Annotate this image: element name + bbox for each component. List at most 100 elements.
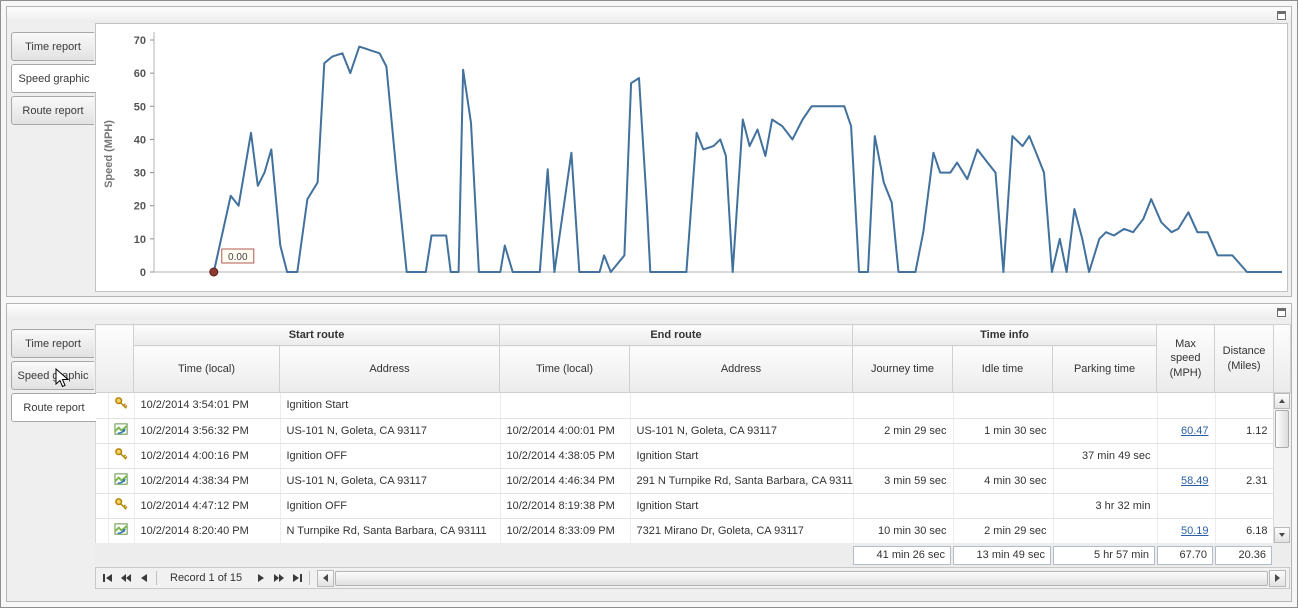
cell: 58.49 — [1157, 468, 1216, 494]
cell: 60.47 — [1157, 418, 1216, 444]
tab-time-report[interactable]: Time report — [11, 32, 94, 61]
tab-speed-graphic[interactable]: Speed graphic — [11, 64, 96, 93]
next-record-button[interactable] — [252, 570, 270, 586]
cell: 3 min 59 sec — [853, 468, 954, 494]
tab-route-report[interactable]: Route report — [11, 393, 96, 422]
column-header-max-speed[interactable]: Max speed (MPH) — [1156, 324, 1216, 393]
row-indicator — [96, 493, 109, 519]
route-map-icon — [113, 472, 128, 485]
cell: Ignition Start — [280, 393, 501, 419]
summary-row: 41 min 26 sec 13 min 49 sec 5 hr 57 min … — [95, 543, 1274, 567]
row-indicator — [96, 418, 109, 444]
max-speed-link[interactable]: 60.47 — [1180, 424, 1209, 437]
scroll-right-button[interactable] — [1269, 569, 1286, 587]
column-header-idle-time[interactable]: Idle time — [952, 345, 1053, 393]
cell: 41 min 26 sec — [852, 543, 953, 567]
column-header-end-time[interactable]: Time (local) — [499, 345, 630, 393]
cell — [108, 393, 135, 419]
cell: 10/2/2014 3:54:01 PM — [134, 393, 281, 419]
arrow-right-icon — [1275, 574, 1280, 582]
grid-body: 10/2/2014 3:54:01 PM Ignition Start — [96, 393, 1273, 543]
y-tick-label: 40 — [134, 134, 146, 146]
scroll-track[interactable] — [334, 569, 1269, 587]
scroll-thumb[interactable] — [1275, 410, 1289, 448]
tab-route-report[interactable]: Route report — [11, 96, 94, 125]
cell: 10/2/2014 4:38:34 PM — [134, 468, 281, 494]
key-icon — [114, 447, 127, 460]
tab-speed-graphic[interactable]: Speed graphic — [11, 361, 94, 390]
cell — [953, 493, 1054, 519]
y-tick-label: 20 — [134, 201, 146, 213]
y-tick-label: 10 — [134, 234, 146, 246]
speed-graphic-panel: Time report Speed graphic Route report S… — [6, 6, 1292, 297]
cell — [853, 443, 954, 469]
table-row[interactable]: 10/2/2014 3:56:32 PM US-101 N, Goleta, C… — [96, 418, 1273, 444]
table-row[interactable]: 10/2/2014 4:38:34 PM US-101 N, Goleta, C… — [96, 468, 1273, 494]
column-header-parking-time[interactable]: Parking time — [1051, 345, 1158, 393]
panel-maximize-icon[interactable] — [1277, 10, 1286, 20]
previous-record-button[interactable] — [135, 570, 153, 586]
cell — [853, 493, 954, 519]
cell — [630, 393, 854, 419]
route-grid: Start route End route Time info Max spee… — [95, 324, 1292, 597]
key-icon — [114, 397, 127, 409]
cell — [853, 393, 954, 419]
speed-chart[interactable]: Speed (MPH) 0 10 20 30 40 50 60 70 0.00 — [95, 23, 1288, 292]
speed-line-chart: Speed (MPH) 0 10 20 30 40 50 60 70 0.00 — [103, 32, 1282, 279]
row-indicator — [96, 443, 109, 469]
first-record-button[interactable] — [99, 570, 117, 586]
tab-time-report[interactable]: Time report — [11, 329, 94, 358]
column-header-end-address[interactable]: Address — [629, 345, 853, 393]
group-header-end-route[interactable]: End route — [499, 324, 853, 346]
speed-series-line — [212, 45, 1282, 273]
cell: 5 hr 57 min — [1052, 543, 1157, 567]
summary-journey-time: 41 min 26 sec — [853, 545, 952, 565]
cell: US-101 N, Goleta, CA 93117 — [280, 468, 501, 494]
header-blank — [95, 324, 134, 393]
cell: Ignition OFF — [280, 493, 501, 519]
max-speed-link[interactable]: 58.49 — [1180, 474, 1209, 487]
cell — [500, 393, 631, 419]
previous-page-button[interactable] — [117, 570, 135, 586]
table-row[interactable]: 10/2/2014 4:00:16 PM Ignition OFF 10/2/2… — [96, 443, 1273, 469]
panel-header — [7, 7, 1291, 23]
scroll-left-button[interactable] — [317, 569, 335, 587]
column-header-distance[interactable]: Distance (Miles) — [1214, 324, 1275, 393]
last-record-button[interactable] — [288, 570, 306, 586]
header-filler — [1274, 324, 1292, 393]
cell — [1215, 393, 1273, 419]
summary-spacer — [95, 543, 853, 567]
table-row[interactable]: 10/2/2014 8:20:40 PM N Turnpike Rd, Sant… — [96, 518, 1273, 543]
cell: 6.18 — [1215, 518, 1273, 543]
cell: 10/2/2014 8:33:09 PM — [500, 518, 631, 543]
panel-maximize-icon[interactable] — [1277, 307, 1286, 317]
max-speed-link[interactable]: 50.19 — [1180, 524, 1209, 537]
route-map-icon — [113, 522, 128, 535]
table-row[interactable]: 10/2/2014 3:54:01 PM Ignition Start — [96, 393, 1273, 419]
table-row[interactable]: 10/2/2014 4:47:12 PM Ignition OFF 10/2/2… — [96, 493, 1273, 519]
route-map-icon — [113, 422, 128, 435]
scroll-thumb[interactable] — [335, 570, 1268, 586]
cell — [1053, 468, 1158, 494]
horizontal-scrollbar[interactable] — [317, 569, 1286, 587]
group-header-start-route[interactable]: Start route — [133, 324, 500, 346]
cell: 20.36 — [1214, 543, 1274, 567]
cell: 2.31 — [1215, 468, 1273, 494]
scroll-up-button[interactable] — [1274, 393, 1290, 409]
group-header-time-info[interactable]: Time info — [851, 324, 1158, 346]
cell: 10/2/2014 4:00:01 PM — [500, 418, 631, 444]
divider — [156, 571, 157, 585]
column-header-start-address[interactable]: Address — [279, 345, 500, 393]
column-header-journey-time[interactable]: Journey time — [852, 345, 953, 393]
column-header-start-time[interactable]: Time (local) — [133, 345, 280, 393]
scroll-track[interactable] — [1274, 409, 1290, 527]
cell: 10/2/2014 4:46:34 PM — [500, 468, 631, 494]
next-page-button[interactable] — [270, 570, 288, 586]
cell: 10/2/2014 4:00:16 PM — [134, 443, 281, 469]
route-report-panel: Time report Speed graphic Route report — [6, 303, 1292, 602]
vertical-scrollbar[interactable] — [1273, 393, 1290, 543]
scroll-down-button[interactable] — [1274, 527, 1290, 543]
cell: 10/2/2014 4:38:05 PM — [500, 443, 631, 469]
arrow-left-icon — [323, 574, 329, 582]
